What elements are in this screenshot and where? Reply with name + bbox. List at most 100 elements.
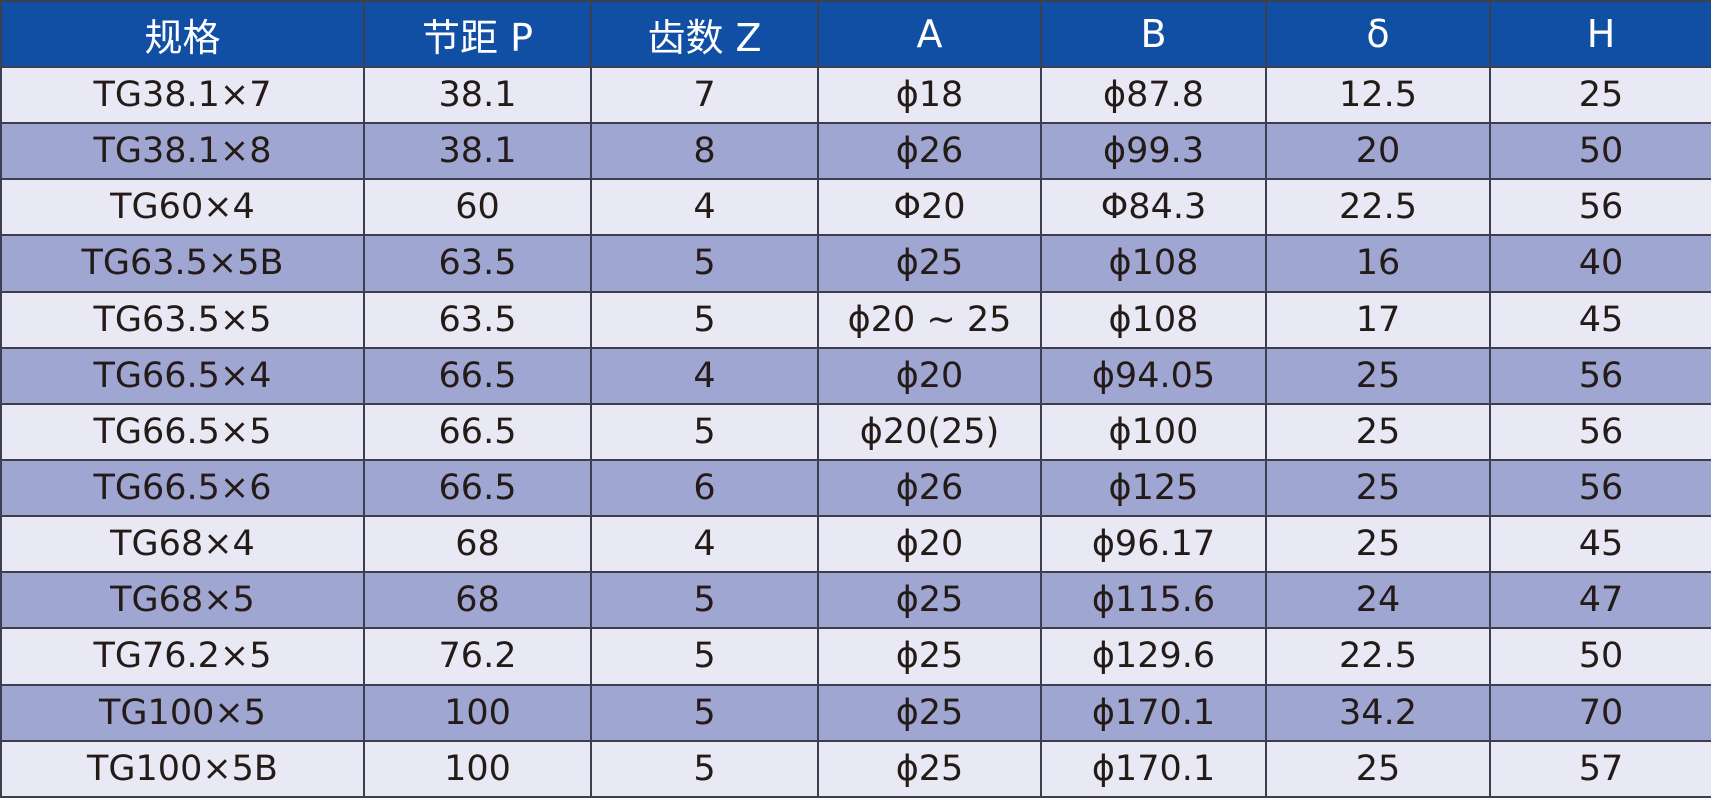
table-cell: ϕ25 [817, 627, 1042, 686]
table-cell: 100 [363, 683, 592, 742]
table-body: TG38.1×7 38.1 7 ϕ18 ϕ87.8 12.5 25 TG38.1×8 38.1 8… [0, 65, 1711, 798]
table-cell: 100 [363, 739, 592, 798]
table-cell: 63.5 [363, 290, 592, 349]
table-cell: 68 [363, 571, 592, 630]
table-row: TG66.5×5 66.5 5 ϕ20(25) ϕ100 25 56 [0, 402, 1711, 461]
table-cell: Φ84.3 [1040, 178, 1267, 237]
table-cell: 38.1 [363, 122, 592, 181]
table-cell: ϕ94.05 [1040, 346, 1267, 405]
table-cell: ϕ20(25) [817, 402, 1042, 461]
table-cell: 50 [1489, 627, 1711, 686]
table-cell: TG66.5×6 [0, 458, 365, 518]
column-header: 节距 P [363, 0, 592, 68]
table-cell: ϕ129.6 [1040, 627, 1267, 686]
table-cell: ϕ18 [817, 65, 1042, 125]
table-cell: 66.5 [363, 402, 592, 461]
table-cell: 4 [590, 346, 819, 405]
table-cell: TG38.1×8 [0, 122, 365, 181]
table-cell: 76.2 [363, 627, 592, 686]
table-row: TG38.1×7 38.1 7 ϕ18 ϕ87.8 12.5 25 [0, 65, 1711, 125]
table-cell: ϕ96.17 [1040, 515, 1267, 574]
table-cell: 56 [1489, 346, 1711, 405]
table-row: TG63.5×5 63.5 5 ϕ20 ∼ 25 ϕ108 17 45 [0, 290, 1711, 349]
table-cell: 7 [590, 65, 819, 125]
table-cell: 68 [363, 515, 592, 574]
table-cell: ϕ20 [817, 515, 1042, 574]
table-cell: 57 [1489, 739, 1711, 798]
table-cell: ϕ115.6 [1040, 571, 1267, 630]
column-header: 规格 [0, 0, 365, 68]
table-cell: 45 [1489, 515, 1711, 574]
column-header: H [1489, 0, 1711, 68]
table-cell: 6 [590, 458, 819, 518]
table-cell: 38.1 [363, 65, 592, 125]
table-cell: 8 [590, 122, 819, 181]
table-row: TG66.5×6 66.5 6 ϕ26 ϕ125 25 56 [0, 458, 1711, 518]
table-cell: 25 [1265, 515, 1491, 574]
table-cell: 25 [1265, 739, 1491, 798]
table-row: TG76.2×5 76.2 5 ϕ25 ϕ129.6 22.5 50 [0, 627, 1711, 686]
table-row: TG66.5×4 66.5 4 ϕ20 ϕ94.05 25 56 [0, 346, 1711, 405]
table-cell: TG100×5 [0, 683, 365, 742]
table-cell: TG68×4 [0, 515, 365, 574]
table-row: TG60×4 60 4 Φ20 Φ84.3 22.5 56 [0, 178, 1711, 237]
column-header: 齿数 Z [590, 0, 819, 68]
table-cell: TG66.5×5 [0, 402, 365, 461]
table-cell: 5 [590, 234, 819, 293]
table-cell: 66.5 [363, 458, 592, 518]
column-header: δ [1265, 0, 1491, 68]
table-cell: 56 [1489, 402, 1711, 461]
table-cell: 70 [1489, 683, 1711, 742]
table-cell: 47 [1489, 571, 1711, 630]
table-cell: 25 [1265, 458, 1491, 518]
table-cell: 5 [590, 683, 819, 742]
table-cell: 20 [1265, 122, 1491, 181]
table-cell: ϕ125 [1040, 458, 1267, 518]
table-cell: TG68×5 [0, 571, 365, 630]
table-cell: ϕ25 [817, 683, 1042, 742]
table-row: TG63.5×5B 63.5 5 ϕ25 ϕ108 16 40 [0, 234, 1711, 293]
table-cell: 25 [1265, 402, 1491, 461]
table-row: TG68×4 68 4 ϕ20 ϕ96.17 25 45 [0, 515, 1711, 574]
column-header: B [1040, 0, 1267, 68]
table-cell: 22.5 [1265, 178, 1491, 237]
table-cell: ϕ25 [817, 739, 1042, 798]
table-cell: 22.5 [1265, 627, 1491, 686]
column-header: A [817, 0, 1042, 68]
table-cell: ϕ99.3 [1040, 122, 1267, 181]
table-cell: 40 [1489, 234, 1711, 293]
table-cell: ϕ26 [817, 122, 1042, 181]
table-cell: Φ20 [817, 178, 1042, 237]
table-cell: 25 [1489, 65, 1711, 125]
table-cell: 16 [1265, 234, 1491, 293]
table-row: TG38.1×8 38.1 8 ϕ26 ϕ99.3 20 50 [0, 122, 1711, 181]
table-cell: ϕ170.1 [1040, 739, 1267, 798]
table-cell: 50 [1489, 122, 1711, 181]
table-cell: 60 [363, 178, 592, 237]
table-cell: 5 [590, 290, 819, 349]
table-cell: 25 [1265, 346, 1491, 405]
table-row: TG100×5 100 5 ϕ25 ϕ170.1 34.2 70 [0, 683, 1711, 742]
table-cell: 5 [590, 627, 819, 686]
table-cell: 4 [590, 515, 819, 574]
table-cell: ϕ25 [817, 571, 1042, 630]
table-row: TG100×5B 100 5 ϕ25 ϕ170.1 25 57 [0, 739, 1711, 798]
table-cell: TG60×4 [0, 178, 365, 237]
table-cell: ϕ108 [1040, 290, 1267, 349]
table-cell: 5 [590, 739, 819, 798]
table-cell: ϕ170.1 [1040, 683, 1267, 742]
table-cell: ϕ87.8 [1040, 65, 1267, 125]
table-cell: 17 [1265, 290, 1491, 349]
table-cell: 12.5 [1265, 65, 1491, 125]
table-cell: ϕ20 [817, 346, 1042, 405]
table-cell: 5 [590, 571, 819, 630]
table-cell: 66.5 [363, 346, 592, 405]
table-cell: TG63.5×5B [0, 234, 365, 293]
table-cell: 56 [1489, 178, 1711, 237]
table-cell: ϕ20 ∼ 25 [817, 290, 1042, 349]
table-cell: TG38.1×7 [0, 65, 365, 125]
table-cell: TG66.5×4 [0, 346, 365, 405]
table-cell: 45 [1489, 290, 1711, 349]
